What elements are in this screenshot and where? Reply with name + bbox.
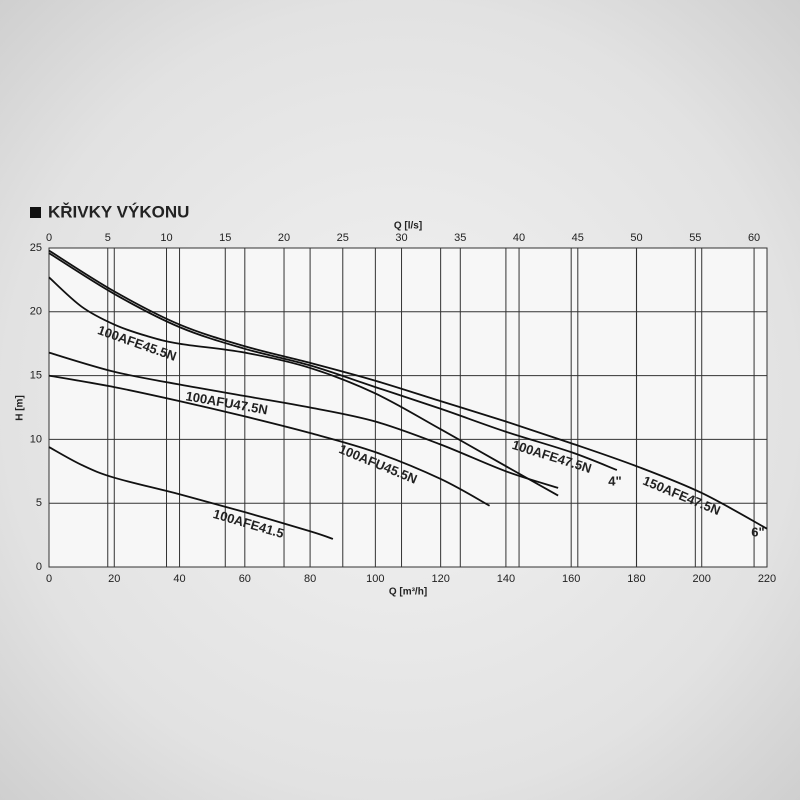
y-tick-label: 10: [30, 433, 42, 445]
x-tick-label: 0: [46, 573, 52, 585]
pump-curve: [48, 446, 334, 540]
y-tick-label: 15: [30, 370, 42, 382]
x-tick-label: 60: [239, 573, 251, 585]
x-tick-label: 20: [108, 573, 120, 585]
x2-tick-label: 30: [395, 232, 407, 244]
x2-tick-label: 20: [278, 232, 290, 244]
x2-tick-label: 40: [513, 232, 525, 244]
x2-tick-label: 50: [630, 232, 642, 244]
y-tick-label: 5: [36, 497, 42, 509]
x-tick-label: 100: [366, 573, 384, 585]
x2-tick-label: 35: [454, 232, 466, 244]
y-axis-label: H [m]: [15, 395, 26, 421]
pump-curve: [48, 252, 618, 471]
y-tick-label: 0: [36, 561, 42, 573]
annotation: 4": [608, 473, 621, 488]
x2-tick-label: 5: [105, 232, 111, 244]
x-tick-label: 200: [693, 573, 711, 585]
y-tick-label: 25: [30, 242, 42, 254]
x2-tick-label: 15: [219, 232, 231, 244]
annotation: 6": [751, 524, 764, 539]
x-tick-label: 160: [562, 573, 580, 585]
x2-tick-label: 55: [689, 232, 701, 244]
pump-curve: [48, 374, 491, 507]
title-bullet: [30, 207, 41, 218]
x-tick-label: 220: [758, 573, 776, 585]
x2-tick-label: 10: [160, 232, 172, 244]
x2-tick-label: 25: [337, 232, 349, 244]
y-tick-label: 20: [30, 306, 42, 318]
x2-tick-label: 45: [572, 232, 584, 244]
x2-axis-label: Q [l/s]: [394, 221, 422, 232]
x-axis-label: Q [m³/h]: [389, 587, 427, 598]
x-tick-label: 40: [173, 573, 185, 585]
x2-tick-label: 0: [46, 232, 52, 244]
pump-curve: [48, 249, 768, 530]
plot-area: [49, 248, 767, 567]
chart-title: KŘIVKY VÝKONU: [48, 202, 189, 221]
x-tick-label: 180: [627, 573, 645, 585]
x2-tick-label: 60: [748, 232, 760, 244]
pump-curve: [48, 276, 559, 497]
pump-curve: [48, 351, 559, 489]
x-tick-label: 80: [304, 573, 316, 585]
x-tick-label: 140: [497, 573, 515, 585]
x-tick-label: 120: [431, 573, 449, 585]
